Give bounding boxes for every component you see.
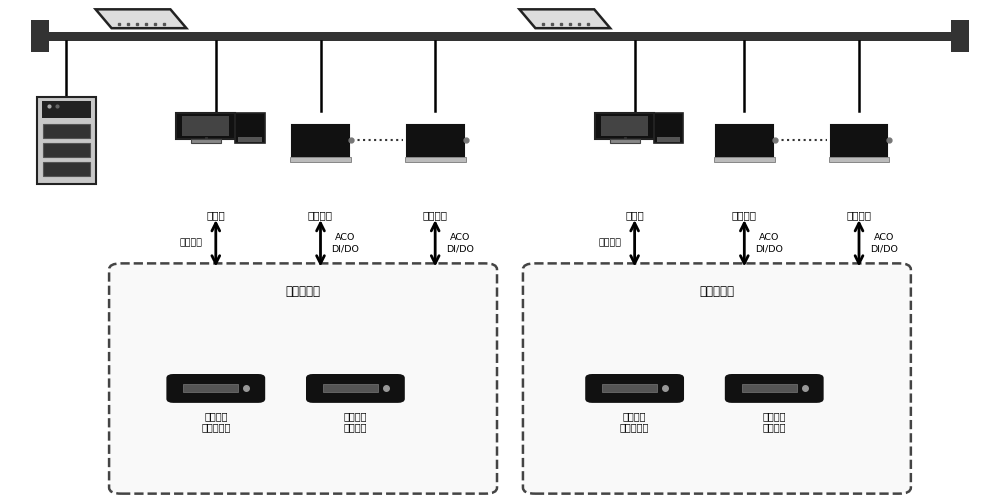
Text: 串口总线: 串口总线 [598, 239, 621, 248]
Text: 多路通信: 多路通信 [344, 411, 367, 421]
Text: 被测终端: 被测终端 [423, 210, 448, 220]
FancyBboxPatch shape [657, 137, 680, 142]
FancyBboxPatch shape [716, 125, 773, 156]
FancyBboxPatch shape [43, 124, 90, 138]
Text: 终端测试台: 终端测试台 [699, 285, 734, 298]
FancyBboxPatch shape [37, 97, 96, 184]
FancyBboxPatch shape [654, 113, 683, 143]
Text: DI/DO: DI/DO [331, 245, 359, 254]
FancyBboxPatch shape [586, 375, 683, 402]
FancyBboxPatch shape [176, 113, 235, 139]
Text: DI/DO: DI/DO [446, 245, 474, 254]
Text: ACO: ACO [335, 233, 356, 242]
FancyBboxPatch shape [595, 113, 654, 139]
FancyBboxPatch shape [601, 116, 648, 136]
Text: 终端测试台: 终端测试台 [286, 285, 321, 298]
Text: 工作站: 工作站 [625, 210, 644, 220]
Text: 串口总线: 串口总线 [179, 239, 202, 248]
Text: 被测终端: 被测终端 [308, 210, 333, 220]
FancyBboxPatch shape [523, 263, 911, 494]
FancyBboxPatch shape [742, 384, 797, 392]
FancyBboxPatch shape [405, 157, 466, 162]
FancyBboxPatch shape [167, 375, 264, 402]
FancyBboxPatch shape [829, 157, 889, 162]
FancyBboxPatch shape [290, 157, 351, 162]
Text: 遊控装置: 遊控装置 [762, 422, 786, 432]
FancyBboxPatch shape [238, 137, 262, 142]
Polygon shape [96, 9, 186, 28]
FancyBboxPatch shape [610, 139, 640, 143]
Text: 被测终端: 被测终端 [846, 210, 872, 220]
FancyBboxPatch shape [292, 125, 349, 156]
Text: 多路通信: 多路通信 [762, 411, 786, 421]
FancyBboxPatch shape [714, 157, 775, 162]
FancyBboxPatch shape [831, 125, 887, 156]
FancyBboxPatch shape [602, 384, 657, 392]
Text: 被测终端: 被测终端 [732, 210, 757, 220]
FancyBboxPatch shape [43, 162, 90, 176]
Text: 遊控装置: 遊控装置 [344, 422, 367, 432]
Text: 电源标准表: 电源标准表 [201, 422, 230, 432]
FancyBboxPatch shape [182, 116, 229, 136]
FancyBboxPatch shape [726, 375, 823, 402]
FancyBboxPatch shape [31, 20, 49, 52]
Polygon shape [519, 9, 610, 28]
FancyBboxPatch shape [183, 384, 238, 392]
Text: ACO: ACO [450, 233, 470, 242]
Text: 电源标准表: 电源标准表 [620, 422, 649, 432]
FancyBboxPatch shape [191, 139, 221, 143]
Text: 程控标准: 程控标准 [204, 411, 228, 421]
FancyBboxPatch shape [109, 263, 497, 494]
FancyBboxPatch shape [323, 384, 378, 392]
Text: 程控标准: 程控标准 [623, 411, 646, 421]
FancyBboxPatch shape [951, 20, 969, 52]
FancyBboxPatch shape [42, 101, 91, 118]
Text: DI/DO: DI/DO [755, 245, 783, 254]
FancyBboxPatch shape [235, 113, 265, 143]
Text: 工作站: 工作站 [206, 210, 225, 220]
FancyBboxPatch shape [407, 125, 464, 156]
Text: ACO: ACO [759, 233, 779, 242]
FancyBboxPatch shape [307, 375, 404, 402]
Text: DI/DO: DI/DO [870, 245, 898, 254]
FancyBboxPatch shape [43, 143, 90, 157]
Text: ACO: ACO [874, 233, 894, 242]
FancyBboxPatch shape [31, 31, 969, 40]
